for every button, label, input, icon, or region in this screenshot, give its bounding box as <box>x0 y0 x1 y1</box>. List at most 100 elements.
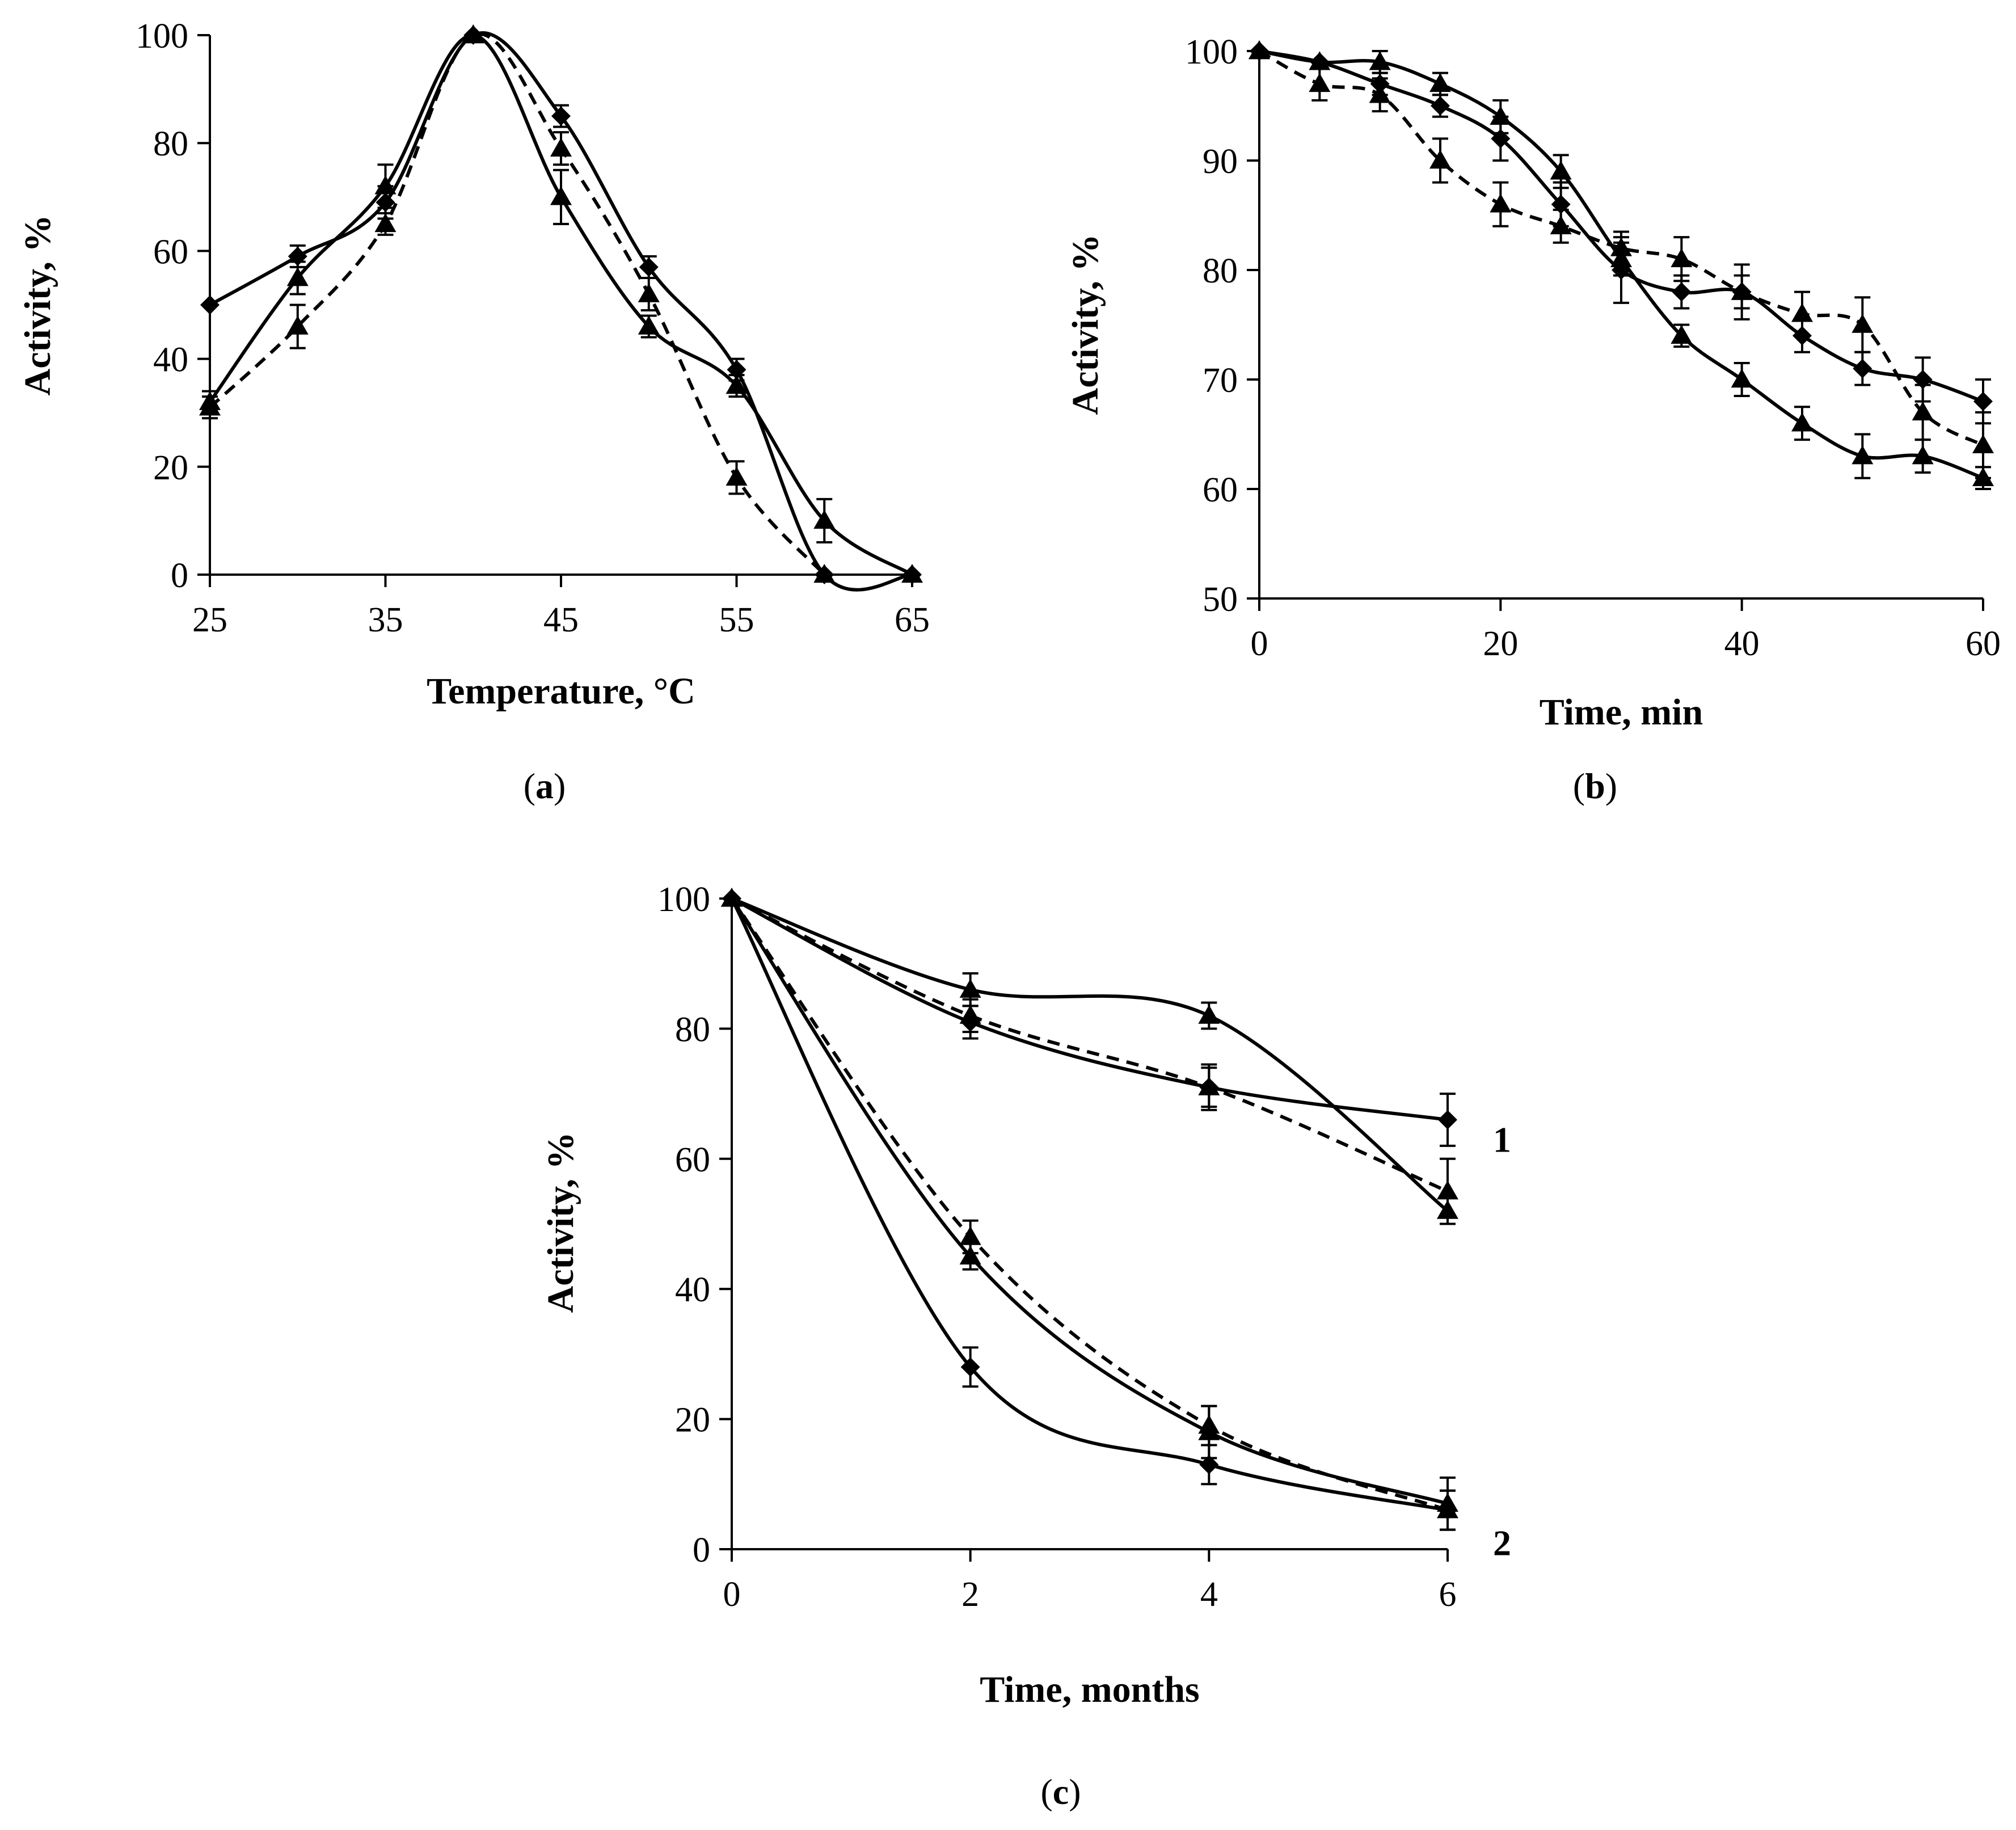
x-tick-label: 35 <box>368 601 403 639</box>
y-tick-label: 70 <box>1203 361 1238 400</box>
y-axis-title: Activity, % <box>17 215 58 396</box>
y-tick-label: 80 <box>675 1010 710 1049</box>
triangle-marker <box>959 1245 981 1265</box>
triangle-marker <box>1198 1415 1220 1434</box>
panel-a-label: (a) <box>524 766 566 806</box>
triangle-marker <box>286 315 309 335</box>
triangle-marker <box>1671 248 1693 267</box>
panel-c-chart: 0 20 40 60 80 100 0 2 4 6 Time, months Activity, % 1… <box>540 880 1511 1710</box>
y-tick-label: 100 <box>1185 33 1238 71</box>
triangle-marker <box>1198 1076 1220 1095</box>
triangle-marker <box>1731 369 1753 388</box>
triangle-marker <box>813 564 836 583</box>
triangle-marker <box>1791 412 1813 432</box>
y-tick-label: 0 <box>171 556 188 595</box>
triangle-marker <box>726 375 748 394</box>
triangle-marker <box>1369 51 1391 70</box>
diamond-marker <box>1853 359 1872 378</box>
diamond-marker <box>200 295 220 315</box>
series-line <box>208 33 913 576</box>
triangle-marker <box>1198 1005 1220 1024</box>
x-tick-label: 65 <box>895 601 930 639</box>
diamond-marker <box>1199 1454 1219 1474</box>
panel-b-letter: b <box>1585 766 1605 806</box>
y-tick-label: 60 <box>1203 471 1238 509</box>
triangle-marker <box>721 888 743 907</box>
y-tick-label: 90 <box>1203 142 1238 181</box>
diamond-marker <box>1973 391 1993 411</box>
y-tick-label: 80 <box>1203 252 1238 290</box>
x-axis-title: Time, min <box>1540 691 1703 733</box>
series-triangle-dashed <box>1249 40 1994 479</box>
triangle-marker <box>1490 193 1512 213</box>
y-axis-title: Activity, % <box>540 1132 581 1313</box>
panel-c-letter: c <box>1053 1772 1069 1812</box>
triangle-marker <box>813 509 836 529</box>
series-line <box>730 897 1448 1512</box>
x-tick-label: 25 <box>192 601 227 639</box>
triangle-marker <box>462 24 484 44</box>
diamond-marker <box>1438 1110 1457 1129</box>
triangle-marker <box>1249 40 1270 60</box>
triangle-marker <box>374 213 397 233</box>
panel-a-chart: 0 20 40 60 80 100 25 35 45 55 65 Temperature, °C Act… <box>17 17 930 712</box>
triangle-marker <box>550 186 572 205</box>
triangle-marker <box>959 1226 981 1245</box>
triangle-marker <box>1437 1499 1458 1519</box>
triangle-marker <box>1490 106 1512 125</box>
x-axis-title: Temperature, °C <box>427 671 695 712</box>
curve-label: 1 <box>1493 1119 1511 1159</box>
triangle-marker <box>1851 445 1874 465</box>
triangle-marker <box>1731 281 1753 300</box>
x-tick-label: 60 <box>1966 625 2001 663</box>
triangle-marker <box>726 466 748 486</box>
triangle-marker <box>1912 401 1934 421</box>
triangle-marker <box>1309 73 1331 92</box>
series-triangle-dashed <box>199 24 836 583</box>
diamond-marker <box>1672 282 1692 302</box>
x-tick-label: 0 <box>723 1575 741 1614</box>
triangle-marker <box>1671 324 1693 344</box>
x-tick-label: 40 <box>1724 625 1760 663</box>
series-line <box>731 897 1448 1121</box>
x-tick-label: 4 <box>1200 1575 1218 1614</box>
triangle-marker <box>1437 1180 1458 1200</box>
y-tick-label: 0 <box>693 1531 710 1570</box>
y-axis-title: Activity, % <box>1065 234 1106 415</box>
diamond-marker <box>1431 96 1450 116</box>
triangle-marker <box>1610 237 1632 256</box>
curve-label: 2 <box>1493 1523 1511 1563</box>
diamond-marker <box>639 257 659 277</box>
diamond-marker <box>551 106 571 126</box>
triangle-marker <box>199 397 221 416</box>
y-tick-label: 60 <box>675 1141 710 1179</box>
series-triangle-solid <box>1249 40 1994 490</box>
y-tick-label: 40 <box>153 341 188 380</box>
triangle-marker <box>638 283 660 302</box>
series-line <box>731 897 1449 1212</box>
x-tick-label: 45 <box>543 601 579 639</box>
y-tick-label: 40 <box>675 1271 710 1309</box>
triangle-marker <box>1309 51 1331 70</box>
series-line <box>731 897 1449 1193</box>
x-tick-label: 20 <box>1483 625 1518 663</box>
triangle-marker <box>1550 215 1572 235</box>
triangle-marker <box>1851 314 1874 333</box>
triangle-marker <box>1972 434 1994 454</box>
x-tick-label: 0 <box>1251 625 1268 663</box>
triangle-marker <box>374 175 397 195</box>
y-tick-label: 20 <box>153 449 188 487</box>
series-line <box>208 32 826 576</box>
y-tick-label: 50 <box>1203 580 1238 619</box>
triangle-marker <box>959 979 981 998</box>
series-g2-triangle-dashed <box>721 888 1458 1531</box>
series-line <box>730 897 1449 1512</box>
triangle-marker <box>550 137 572 157</box>
y-tick-label: 80 <box>153 125 188 163</box>
y-tick-label: 100 <box>136 17 188 56</box>
y-tick-label: 20 <box>675 1401 710 1440</box>
diamond-marker <box>960 1357 980 1377</box>
x-tick-label: 2 <box>961 1575 979 1614</box>
triangle-marker <box>1429 150 1451 169</box>
